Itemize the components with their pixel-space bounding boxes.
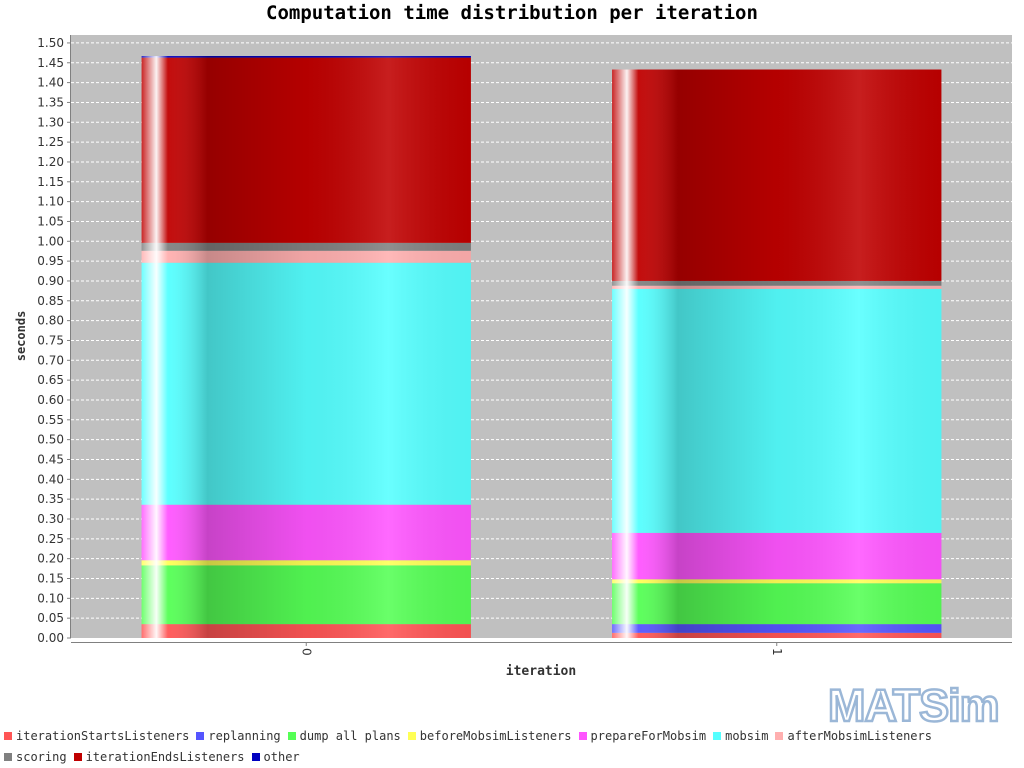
y-tick-label: 0.75	[37, 333, 64, 347]
x-tick-label: 1	[770, 648, 784, 656]
y-tick-label: 0.50	[37, 433, 64, 447]
legend-item: dump all plans	[287, 726, 401, 747]
y-tick-label: 1.30	[37, 115, 64, 129]
legend-swatch	[4, 732, 12, 740]
y-tick-label: 0.85	[37, 294, 64, 308]
y-tick-label: 1.05	[37, 214, 64, 228]
legend-label: dump all plans	[299, 729, 401, 743]
legend-label: mobsim	[725, 729, 769, 743]
legend-item: other	[251, 747, 300, 768]
logo-text: MATSim	[828, 683, 999, 727]
legend-swatch	[407, 732, 416, 740]
legend-item: replanning	[196, 726, 281, 747]
y-tick-label: 0.40	[37, 472, 64, 486]
legend-label: iterationEndsListeners	[85, 750, 245, 764]
y-tick-label: 0.00	[37, 631, 64, 645]
legend-label: replanning	[208, 729, 281, 743]
legend-label: other	[263, 750, 300, 764]
chart-title: Computation time distribution per iterat…	[266, 2, 758, 24]
legend-label: scoring	[16, 750, 67, 764]
legend-swatch	[713, 732, 722, 740]
matsim-logo: MATSim	[828, 683, 1001, 727]
y-tick-label: 0.20	[37, 552, 64, 566]
bar-highlight	[141, 56, 471, 639]
y-tick-label: 1.50	[37, 36, 64, 50]
y-tick-label: 0.65	[37, 373, 64, 387]
legend-swatch	[287, 732, 296, 740]
y-tick-label: 0.10	[37, 591, 64, 605]
legend-swatch	[578, 732, 587, 740]
legend-item: scoring	[4, 747, 67, 768]
y-tick-label: 0.95	[37, 254, 64, 268]
legend: iterationStartsListeners replanning dump a…	[4, 726, 1004, 768]
y-tick-label: 0.55	[37, 413, 64, 427]
legend-swatch	[251, 753, 260, 761]
legend-label: iterationStartsListeners	[16, 729, 190, 743]
y-tick-label: 0.90	[37, 274, 64, 288]
x-tick-label: 0	[299, 648, 313, 656]
y-tick-label: 0.15	[37, 571, 64, 585]
y-tick-label: 1.15	[37, 175, 64, 189]
legend-label: afterMobsimListeners	[787, 729, 932, 743]
y-tick-label: 0.35	[37, 492, 64, 506]
bar-highlight	[612, 69, 942, 639]
legend-item: iterationEndsListeners	[73, 747, 245, 768]
y-tick-label: 0.45	[37, 452, 64, 466]
y-tick-label: 1.10	[37, 195, 64, 209]
y-tick-label: 1.20	[37, 155, 64, 169]
legend-item: prepareForMobsim	[578, 726, 707, 747]
y-tick-label: 0.70	[37, 353, 64, 367]
legend-item: iterationStartsListeners	[4, 726, 189, 747]
legend-swatch	[196, 732, 205, 740]
legend-swatch	[4, 753, 12, 761]
legend-swatch	[775, 732, 784, 740]
y-tick-label: 1.40	[37, 76, 64, 90]
y-tick-label: 1.45	[37, 56, 64, 70]
y-tick-label: 0.60	[37, 393, 64, 407]
legend-label: beforeMobsimListeners	[419, 729, 572, 743]
legend-item: afterMobsimListeners	[775, 726, 932, 747]
legend-label: prepareForMobsim	[590, 729, 707, 743]
y-tick-label: 0.80	[37, 314, 64, 328]
legend-swatch	[73, 753, 82, 761]
y-axis-title: seconds	[14, 311, 28, 362]
y-tick-label: 1.25	[37, 135, 64, 149]
legend-item: mobsim	[713, 726, 768, 747]
y-tick-label: 0.25	[37, 532, 64, 546]
legend-item: beforeMobsimListeners	[407, 726, 572, 747]
x-axis-title: iteration	[506, 664, 576, 679]
y-tick-label: 0.30	[37, 512, 64, 526]
y-tick-label: 0.05	[37, 611, 64, 625]
y-tick-label: 1.35	[37, 95, 64, 109]
y-tick-label: 1.00	[37, 234, 64, 248]
